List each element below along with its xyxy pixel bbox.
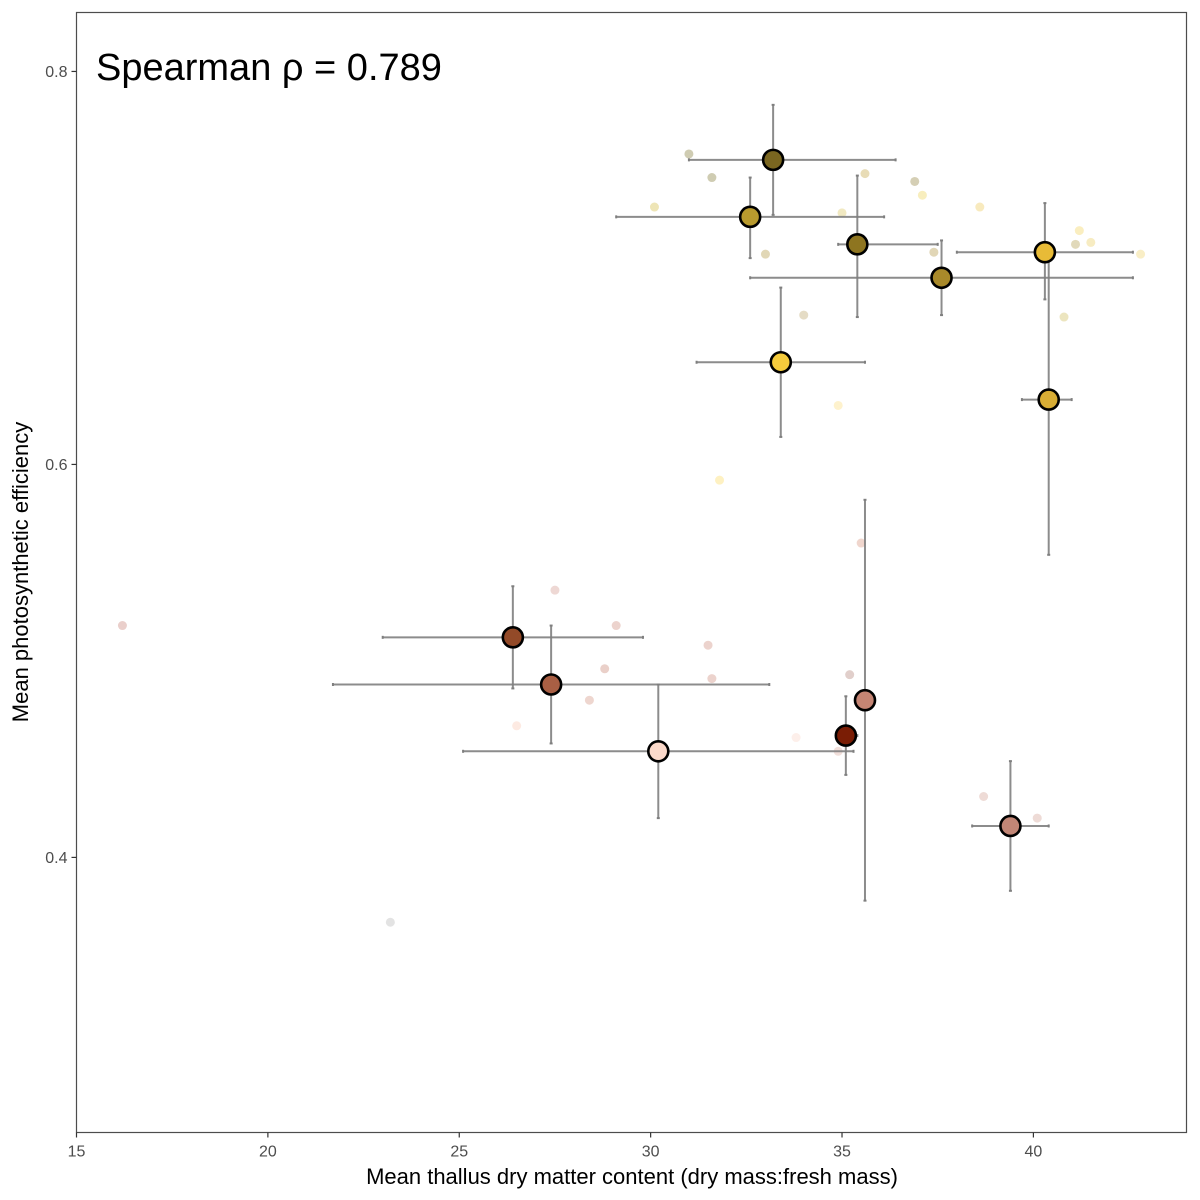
y-tick-label-2: 0.8 (45, 64, 67, 81)
observation-point-15 (1059, 312, 1069, 322)
observation-point-7 (975, 202, 985, 212)
observation-point-6 (837, 208, 847, 218)
y-axis: 0.4 0.6 0.8 (45, 64, 77, 867)
y-tick-label-0: 0.4 (45, 850, 67, 867)
x-tick-label-0: 15 (68, 1144, 86, 1161)
mean-point-0 (761, 148, 785, 172)
observation-point-4 (910, 176, 920, 186)
mean-point-12 (853, 688, 877, 712)
observation-point-19 (117, 621, 127, 631)
observation-point-16 (833, 400, 843, 410)
x-tick-label-4: 35 (833, 1144, 851, 1161)
mean-point-8 (769, 350, 793, 374)
observation-point-9 (929, 247, 939, 257)
mean-point-5 (930, 266, 953, 290)
y-axis-title: Mean photosynthetic efficiency (8, 422, 33, 722)
observation-point-1 (707, 173, 717, 183)
x-tick-label-2: 25 (450, 1144, 468, 1161)
panel-border (75, 11, 1188, 1134)
observation-point-27 (791, 733, 801, 743)
observation-point-28 (845, 670, 855, 680)
observation-point-20 (550, 585, 560, 595)
observation-point-31 (1032, 813, 1042, 823)
x-axis-title: Mean thallus dry matter content (dry mas… (366, 1164, 898, 1189)
observation-point-24 (707, 674, 717, 684)
observation-point-30 (979, 792, 989, 801)
observation-point-12 (1086, 237, 1096, 247)
mean-point-13 (834, 724, 858, 747)
x-tick-label-1: 20 (259, 1144, 277, 1161)
observation-point-11 (1074, 226, 1084, 236)
y-tick-label-1: 0.6 (45, 457, 67, 474)
observation-point-10 (1071, 239, 1080, 249)
mean-point-11 (539, 673, 563, 696)
observation-point-13 (1136, 249, 1146, 259)
mean-points (501, 148, 1061, 838)
observation-point-14 (799, 310, 809, 320)
observation-point-21 (611, 621, 621, 631)
x-tick-label-5: 40 (1024, 1144, 1042, 1161)
mean-point-9 (1037, 388, 1061, 411)
observation-point-2 (649, 202, 659, 212)
mean-point-14 (646, 740, 670, 763)
observation-point-32 (385, 917, 395, 927)
observation-point-18 (856, 538, 866, 548)
x-tick-label-3: 30 (642, 1144, 660, 1161)
observation-points (117, 149, 1146, 927)
mean-point-1 (738, 205, 762, 229)
observation-point-3 (860, 169, 870, 179)
observation-point-8 (760, 249, 770, 259)
observation-point-0 (684, 149, 694, 159)
mean-point-7 (1033, 240, 1057, 264)
spearman-annotation: Spearman ρ = 0.789 (96, 47, 442, 89)
mean-point-3 (846, 233, 869, 256)
mean-point-15 (999, 814, 1022, 838)
mean-point-10 (501, 626, 525, 649)
observation-point-26 (512, 721, 522, 731)
observation-point-22 (703, 640, 713, 650)
observation-point-17 (715, 475, 725, 485)
observation-point-5 (917, 190, 927, 200)
observation-point-25 (584, 695, 594, 705)
x-axis: 15 20 25 30 35 40 (68, 1132, 1042, 1161)
observation-point-23 (600, 664, 610, 674)
